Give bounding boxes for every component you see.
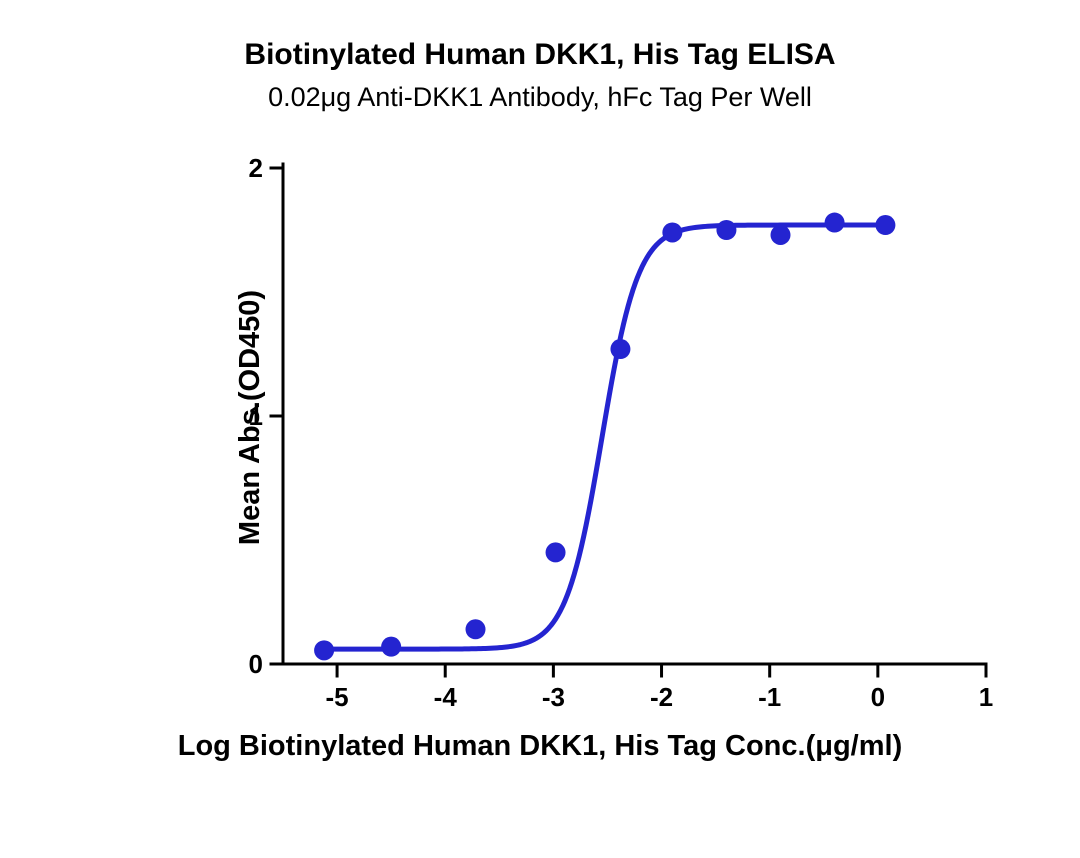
figure-root: Biotinylated Human DKK1, His Tag ELISA 0… xyxy=(0,0,1080,858)
x-tick-label: -2 xyxy=(637,682,687,713)
data-point xyxy=(825,213,845,233)
data-point xyxy=(662,222,682,242)
data-point xyxy=(716,220,736,240)
y-tick-label: 2 xyxy=(249,153,263,184)
y-tick-label: 0 xyxy=(249,649,263,680)
x-tick-label: -3 xyxy=(528,682,578,713)
data-point xyxy=(381,637,401,657)
data-point xyxy=(771,225,791,245)
x-tick-label: -4 xyxy=(420,682,470,713)
x-tick-label: 0 xyxy=(853,682,903,713)
data-point xyxy=(314,640,334,660)
data-point xyxy=(466,619,486,639)
x-tick-label: -1 xyxy=(745,682,795,713)
data-point xyxy=(610,339,630,359)
data-point xyxy=(546,542,566,562)
fit-curve xyxy=(324,225,885,649)
x-tick-label: 1 xyxy=(961,682,1011,713)
x-tick-label: -5 xyxy=(312,682,362,713)
y-tick-label: 1 xyxy=(249,401,263,432)
chart-svg xyxy=(0,0,1080,858)
data-point xyxy=(875,215,895,235)
